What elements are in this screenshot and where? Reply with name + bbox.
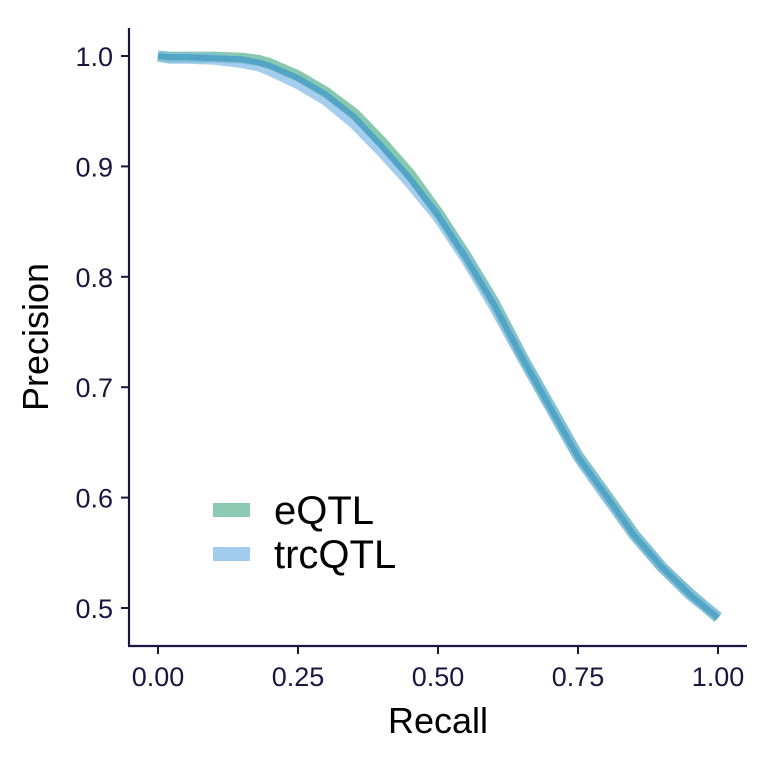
x-tick-label: 0.25 xyxy=(272,662,325,692)
x-tick-label: 0.50 xyxy=(412,662,465,692)
y-tick-label: 0.9 xyxy=(75,152,113,182)
x-tick-label: 0.00 xyxy=(132,662,185,692)
x-tick-label: 0.75 xyxy=(552,662,605,692)
x-axis-title: Recall xyxy=(388,700,488,741)
y-axis-title: Precision xyxy=(15,263,56,411)
series-line-overlap xyxy=(157,53,720,621)
y-tick-label: 0.6 xyxy=(75,484,113,514)
x-tick-label: 1.00 xyxy=(692,662,745,692)
legend-label-trcqtl: trcQTL xyxy=(274,533,396,577)
x-axis-ticks: 0.00 0.25 0.50 0.75 1.00 xyxy=(132,646,745,692)
y-tick-label: 0.7 xyxy=(75,373,113,403)
y-axis-ticks: 0.5 0.6 0.7 0.8 0.9 1.0 xyxy=(75,42,129,624)
y-tick-label: 1.0 xyxy=(75,42,113,72)
y-tick-label: 0.8 xyxy=(75,263,113,293)
plot-lines xyxy=(156,50,722,623)
y-tick-label: 0.5 xyxy=(75,594,113,624)
legend-label-eqtl: eQTL xyxy=(274,489,374,533)
